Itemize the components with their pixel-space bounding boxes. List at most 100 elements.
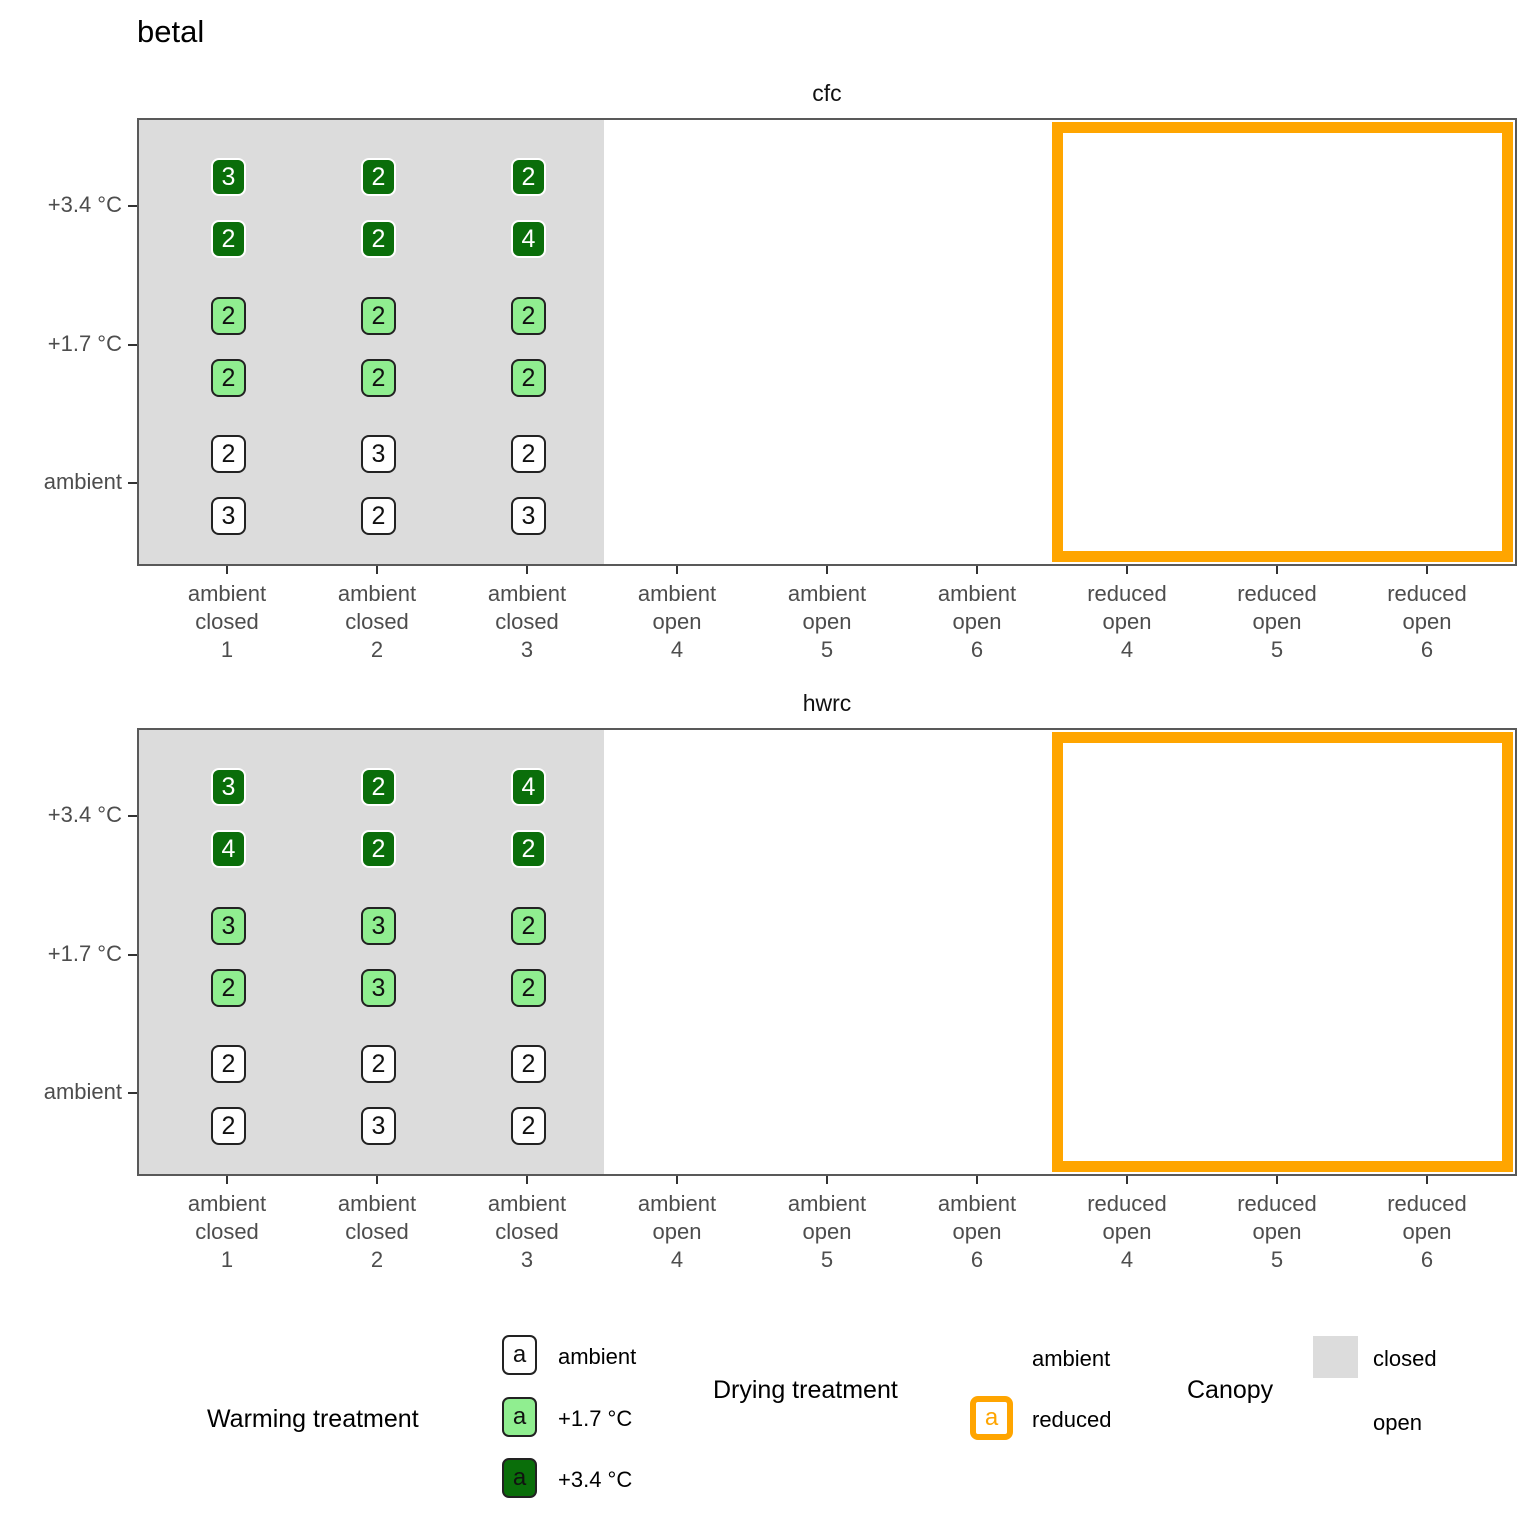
x-axis-label-line: open: [1102, 1219, 1152, 1244]
x-axis-label-line: open: [1102, 609, 1152, 634]
x-tick: [826, 1176, 828, 1184]
count-box: 2: [511, 830, 546, 868]
count-box: 3: [211, 907, 246, 945]
x-axis-label: ambient open 6: [902, 1190, 1052, 1274]
x-axis-label-line: closed: [495, 609, 559, 634]
x-axis-label-line: 4: [670, 637, 684, 662]
count-box: 2: [511, 1107, 546, 1145]
x-axis-label-line: closed: [195, 609, 259, 634]
x-tick: [526, 1176, 528, 1184]
reduced-drying-outline: [1052, 732, 1513, 1172]
x-axis-label-line: 1: [220, 637, 234, 662]
x-axis-label-line: open: [802, 1219, 852, 1244]
x-axis-label-line: ambient: [937, 1191, 1017, 1216]
y-tick: [128, 1092, 137, 1094]
x-axis-label-line: reduced: [1237, 1191, 1317, 1216]
x-axis-label-line: ambient: [637, 1191, 717, 1216]
y-axis-label: ambient: [43, 469, 122, 494]
x-axis-label-line: 3: [520, 1247, 534, 1272]
x-tick: [376, 566, 378, 574]
legend-label-canopy-open: open: [1373, 1410, 1422, 1435]
count-box: 3: [211, 768, 246, 806]
x-axis-label-line: ambient: [787, 1191, 867, 1216]
y-tick: [128, 954, 137, 956]
facet-strip: hwrc: [802, 690, 852, 716]
count-box: 2: [361, 359, 396, 397]
x-tick: [526, 566, 528, 574]
count-box: 2: [511, 359, 546, 397]
legend-key-warming-plus17: a: [502, 1397, 537, 1437]
x-tick: [1426, 1176, 1428, 1184]
count-box: 3: [361, 435, 396, 473]
x-tick: [1126, 1176, 1128, 1184]
x-axis-label-line: closed: [345, 1219, 409, 1244]
x-axis-label: reduced open 4: [1052, 580, 1202, 664]
legend-title-drying: Drying treatment: [713, 1376, 898, 1404]
count-box: 3: [361, 969, 396, 1007]
legend-key-drying-reduced: a: [970, 1396, 1013, 1440]
count-box: 2: [211, 220, 246, 258]
legend-key-letter: a: [512, 1464, 527, 1491]
x-axis-label: ambient open 4: [602, 1190, 752, 1274]
y-tick: [128, 205, 137, 207]
legend-key-warming-ambient: a: [502, 1335, 537, 1375]
legend-label-drying-reduced: reduced: [1032, 1407, 1112, 1432]
facet-panel: 3 4 2 2 4 2 3 2 3 3 2 2 2 2 2 3 2 2: [137, 728, 1517, 1176]
count-box: 2: [511, 158, 546, 196]
x-axis-label: reduced open 5: [1202, 1190, 1352, 1274]
count-box: 3: [361, 1107, 396, 1145]
x-axis-label: ambient closed 2: [302, 580, 452, 664]
count-box: 2: [361, 297, 396, 335]
x-axis-label-line: open: [1252, 609, 1302, 634]
count-box: 3: [211, 497, 246, 535]
x-axis-label-line: ambient: [787, 581, 867, 606]
x-axis-label: ambient closed 3: [452, 580, 602, 664]
x-axis-label-line: 1: [220, 1247, 234, 1272]
x-tick: [676, 1176, 678, 1184]
count-box: 2: [361, 1045, 396, 1083]
x-axis-label-line: 5: [1270, 637, 1284, 662]
count-box: 2: [361, 220, 396, 258]
x-axis-label: reduced open 4: [1052, 1190, 1202, 1274]
x-axis-label-line: open: [802, 609, 852, 634]
x-axis-label-line: closed: [495, 1219, 559, 1244]
x-axis-label-line: 6: [1420, 1247, 1434, 1272]
x-axis-label-line: 4: [670, 1247, 684, 1272]
x-axis-label-line: ambient: [187, 581, 267, 606]
count-box: 4: [511, 768, 546, 806]
legend-key-letter: a: [512, 1403, 527, 1430]
x-axis-label: ambient closed 3: [452, 1190, 602, 1274]
x-axis-label-line: open: [1402, 609, 1452, 634]
x-axis-label: ambient open 6: [902, 580, 1052, 664]
legend-key-letter: a: [512, 1341, 527, 1368]
x-tick: [1126, 566, 1128, 574]
x-tick: [1276, 566, 1278, 574]
x-axis-label-line: ambient: [337, 581, 417, 606]
legend-label-canopy-closed: closed: [1373, 1346, 1437, 1371]
x-tick: [1276, 1176, 1278, 1184]
y-tick: [128, 344, 137, 346]
legend-title-canopy: Canopy: [1187, 1376, 1274, 1404]
count-box: 2: [211, 359, 246, 397]
legend-key-warming-plus34: a: [502, 1458, 537, 1498]
count-box: 4: [211, 830, 246, 868]
x-axis-label-line: ambient: [937, 581, 1017, 606]
count-box: 2: [361, 830, 396, 868]
legend-key-canopy-closed: [1313, 1336, 1358, 1378]
x-axis-label-line: ambient: [187, 1191, 267, 1216]
x-axis-label-line: ambient: [637, 581, 717, 606]
y-tick: [128, 482, 137, 484]
count-box: 2: [211, 1107, 246, 1145]
x-axis-label-line: open: [952, 1219, 1002, 1244]
x-axis-label-line: closed: [345, 609, 409, 634]
x-axis-label-line: 6: [970, 637, 984, 662]
x-axis-label-line: 5: [820, 1247, 834, 1272]
x-axis-label: reduced open 6: [1352, 1190, 1502, 1274]
reduced-drying-outline: [1052, 122, 1513, 562]
legend-key-letter: a: [984, 1404, 999, 1431]
x-axis-label: ambient open 4: [602, 580, 752, 664]
x-axis-label: ambient open 5: [752, 580, 902, 664]
y-axis-label: ambient: [43, 1079, 122, 1104]
x-axis-label-line: 4: [1120, 637, 1134, 662]
